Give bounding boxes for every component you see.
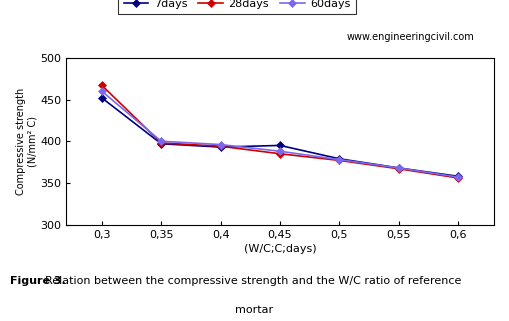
60days	[395, 166, 402, 170]
28days	[336, 159, 343, 162]
28days	[395, 167, 402, 171]
7days	[158, 142, 164, 146]
Legend: 7days, 28days, 60days: 7days, 28days, 60days	[118, 0, 356, 14]
28days	[158, 141, 164, 145]
28days	[277, 152, 283, 156]
Y-axis label: Compressive strength
(N/mm² C): Compressive strength (N/mm² C)	[16, 88, 37, 195]
60days	[217, 143, 223, 146]
60days	[455, 175, 461, 179]
28days	[455, 176, 461, 180]
Text: Figure 3.: Figure 3.	[10, 276, 66, 286]
Text: mortar: mortar	[236, 305, 273, 315]
28days	[99, 83, 105, 87]
X-axis label: (W/C;C;days): (W/C;C;days)	[244, 244, 316, 254]
7days	[395, 166, 402, 170]
7days	[217, 145, 223, 149]
28days	[217, 144, 223, 148]
Line: 60days: 60days	[99, 88, 461, 180]
7days	[277, 143, 283, 147]
60days	[99, 89, 105, 93]
Line: 28days: 28days	[99, 82, 461, 181]
Text: www.engineeringcivil.com: www.engineeringcivil.com	[346, 32, 474, 42]
Text: Relation between the compressive strength and the W/C ratio of reference: Relation between the compressive strengt…	[10, 276, 462, 286]
7days	[336, 157, 343, 161]
60days	[336, 158, 343, 161]
60days	[158, 139, 164, 143]
Line: 7days: 7days	[99, 95, 461, 179]
60days	[277, 149, 283, 153]
7days	[99, 96, 105, 100]
7days	[455, 174, 461, 178]
